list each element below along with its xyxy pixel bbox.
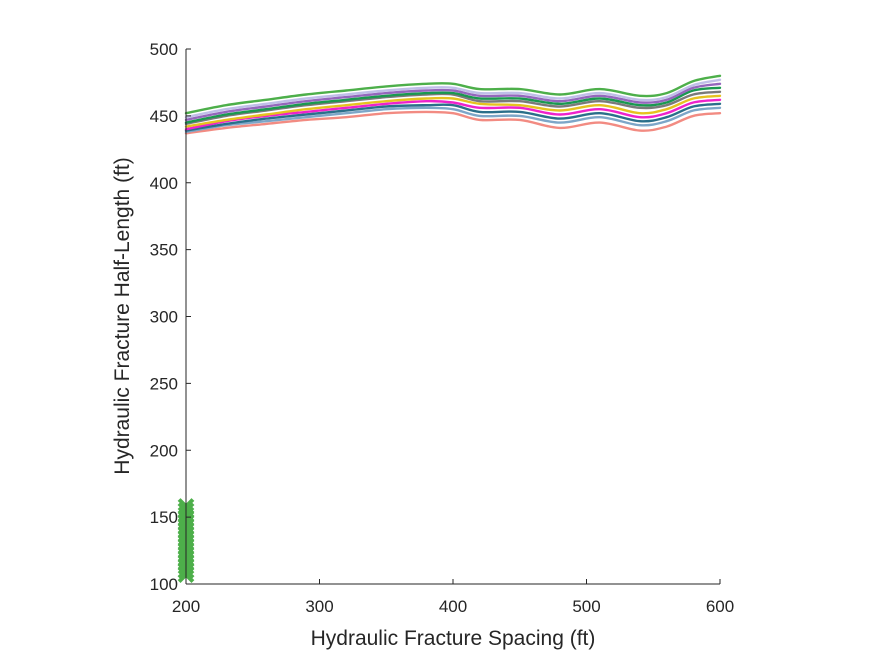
- y-tick-label: 100: [150, 575, 178, 594]
- x-tick-label: 600: [706, 597, 734, 616]
- series-line-9: [184, 106, 722, 134]
- y-tick-label: 400: [150, 174, 178, 193]
- y-tick-label: 350: [150, 241, 178, 260]
- y-tick-label: 450: [150, 107, 178, 126]
- axes: [185, 49, 720, 585]
- series-line-10: [184, 110, 722, 135]
- y-ticks: 100 150 200 250 300 350 400 450 500: [150, 40, 191, 594]
- x-tick-label: 500: [572, 597, 600, 616]
- series-layer: [184, 74, 722, 135]
- series-line-2: [184, 78, 722, 119]
- x-tick-label: 400: [439, 597, 467, 616]
- x-axis-label: Hydraulic Fracture Spacing (ft): [311, 627, 596, 650]
- x-ticks: 200 300 400 500 600: [172, 579, 734, 616]
- x-tick-label: 200: [172, 597, 200, 616]
- y-tick-label: 200: [150, 441, 178, 460]
- series-line-6: [184, 94, 722, 128]
- y-axis-label: Hydraulic Fracture Half-Length (ft): [111, 157, 134, 474]
- series-line-5: [184, 90, 722, 126]
- series-line-4: [184, 86, 722, 124]
- y-tick-label: 300: [150, 308, 178, 327]
- x-tick-label: 300: [305, 597, 333, 616]
- series-line-8: [184, 102, 722, 132]
- y-tick-label: 250: [150, 374, 178, 393]
- y-tick-label: 500: [150, 40, 178, 59]
- series-line-7: [184, 98, 722, 131]
- series-line-1: [184, 74, 722, 115]
- y-tick-label: 150: [150, 508, 178, 527]
- series-line-3: [184, 82, 722, 122]
